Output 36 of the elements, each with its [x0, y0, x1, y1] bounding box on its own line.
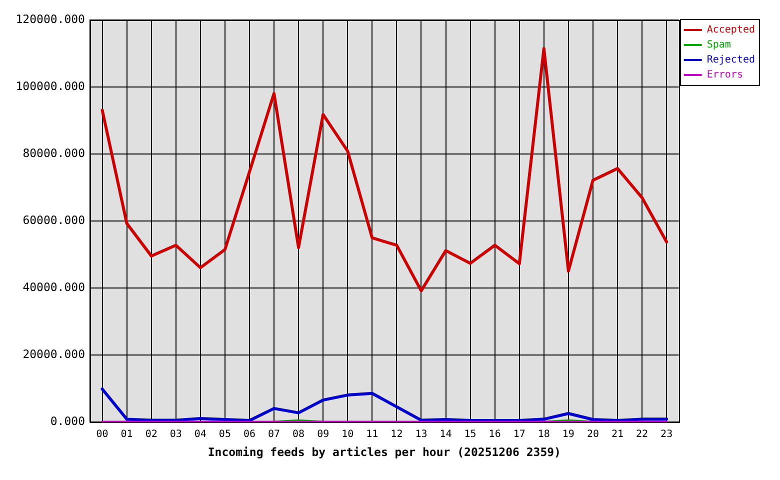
- y-tick-label: 120000.000: [16, 12, 86, 26]
- legend-label: Spam: [706, 40, 731, 51]
- x-tick-label: 23: [660, 428, 673, 440]
- x-axis-title: Incoming feeds by articles per hour (20251206 2359): [208, 445, 561, 460]
- x-tick-label: 19: [562, 428, 574, 440]
- x-tick-label: 11: [366, 428, 378, 440]
- x-tick-label: 12: [390, 428, 403, 440]
- y-tick-label: 20000.000: [22, 347, 86, 362]
- x-tick-label: 21: [611, 428, 624, 440]
- x-tick-label: 08: [292, 428, 305, 440]
- x-tick-label: 22: [636, 428, 648, 440]
- x-tick-label: 06: [243, 428, 256, 440]
- y-tick-label: 40000.000: [22, 280, 86, 294]
- y-tick-label: 80000.000: [22, 146, 86, 160]
- legend-label: Rejected: [706, 54, 756, 66]
- x-tick-label: 00: [96, 428, 108, 440]
- x-tick-label: 13: [415, 428, 428, 440]
- x-tick-label: 15: [464, 428, 476, 440]
- y-tick-label: 100000.000: [16, 79, 86, 94]
- x-tick-label: 20: [586, 428, 599, 440]
- x-tick-label: 02: [145, 428, 158, 440]
- legend-label: Accepted: [706, 24, 756, 36]
- y-tick-label: 0.000: [50, 414, 86, 428]
- x-tick-label: 04: [194, 428, 206, 440]
- legend-label: Errors: [706, 70, 743, 81]
- x-tick-label: 16: [488, 428, 501, 440]
- y-tick-label: 60000.000: [22, 213, 86, 228]
- x-tick-label: 07: [268, 428, 280, 440]
- x-tick-label: 01: [120, 428, 133, 440]
- x-tick-label: 17: [513, 428, 526, 440]
- x-tick-label: 14: [440, 428, 452, 440]
- x-tick-label: 03: [170, 428, 182, 440]
- x-tick-label: 05: [218, 428, 231, 440]
- x-tick-label: 18: [538, 428, 550, 440]
- x-tick-label: 09: [317, 428, 330, 440]
- x-tick-label: 10: [342, 428, 354, 440]
